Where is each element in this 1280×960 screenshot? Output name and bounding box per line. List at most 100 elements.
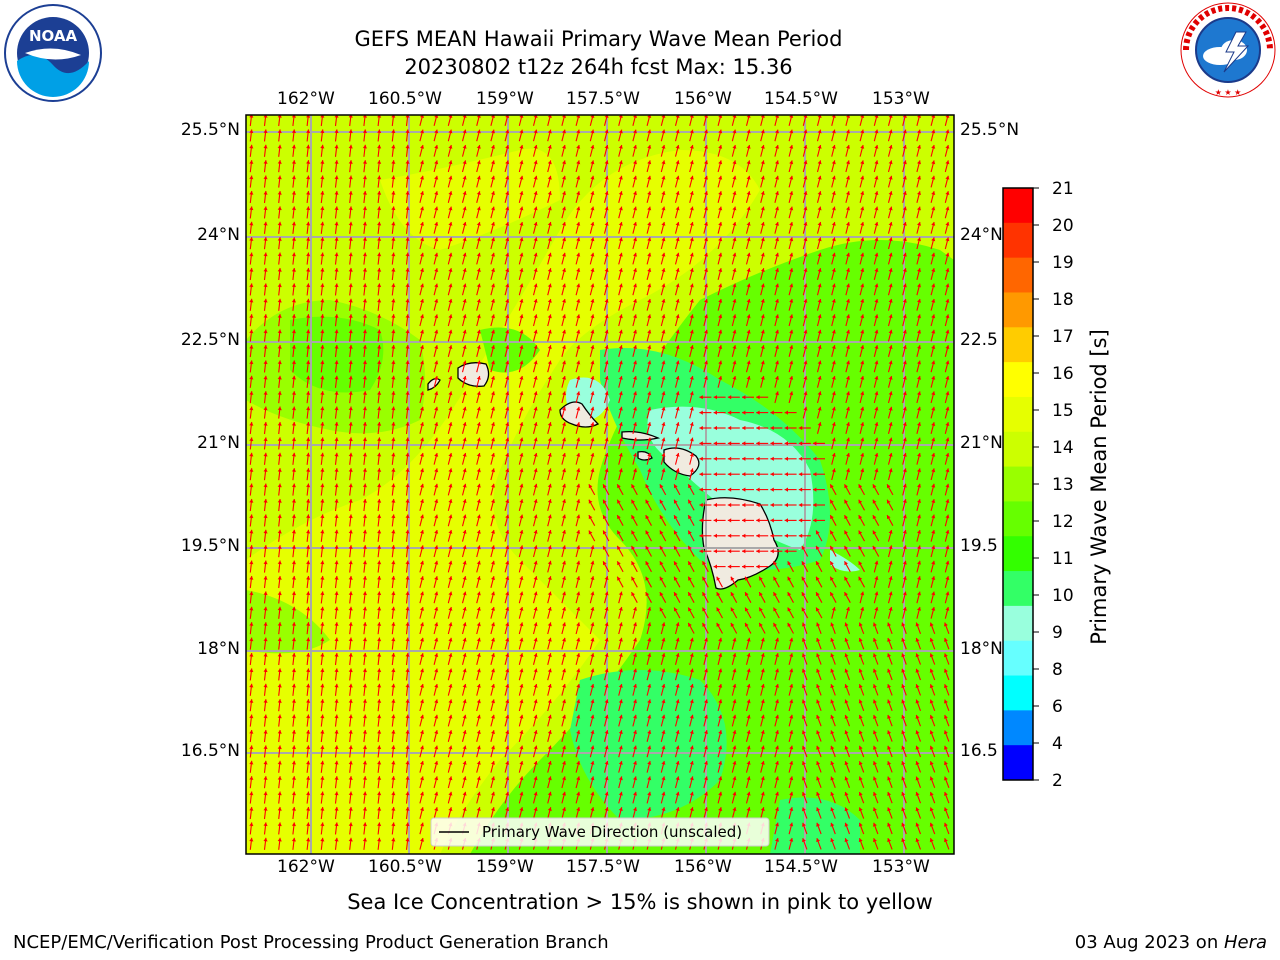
wave-vector-head <box>732 637 737 642</box>
wave-vector-head <box>348 529 353 534</box>
wave-vector-head <box>547 191 552 195</box>
wave-vector-head <box>789 191 794 195</box>
wave-vector-head <box>860 437 865 442</box>
wave-vector-head <box>929 807 934 812</box>
wave-vector-head <box>306 391 311 395</box>
wave-vector-head <box>306 360 311 365</box>
wave-vector-head <box>448 560 453 565</box>
wave-vector-head <box>830 745 835 750</box>
wave-vector-head <box>590 807 595 811</box>
wave-vector-head <box>661 329 666 334</box>
wave-vector-head <box>519 329 524 334</box>
wave-vector-head <box>603 484 607 489</box>
wave-vector-head <box>590 191 595 195</box>
wave-vector-head <box>476 406 481 411</box>
wave-vector-head <box>902 268 907 272</box>
wave-vector-head <box>846 129 850 134</box>
wave-vector-head <box>533 345 538 349</box>
wave-vector-head <box>320 406 325 411</box>
wave-vector-head <box>491 422 495 426</box>
wave-vector-head <box>590 591 595 596</box>
wave-vector-head <box>675 807 680 811</box>
wave-vector-head <box>813 456 817 461</box>
wave-vector-head <box>887 515 891 520</box>
wave-vector-head <box>377 837 382 842</box>
wave-vector-head <box>462 730 467 734</box>
wave-vector-head <box>320 807 325 811</box>
wave-vector-head <box>633 191 637 195</box>
wave-vector-head <box>631 592 635 597</box>
wave-vector-head <box>249 391 254 395</box>
wave-vector-head <box>844 653 849 658</box>
wave-vector-head <box>405 360 410 365</box>
lon-tick-bottom: 154.5°W <box>764 857 838 877</box>
wave-vector-head <box>801 561 806 566</box>
wave-vector-head <box>817 314 822 319</box>
wave-vector-head <box>562 807 566 811</box>
wave-vector-head <box>888 422 893 426</box>
wave-vector-head <box>661 745 666 750</box>
wave-vector-head <box>348 160 353 164</box>
wave-vector-head <box>590 422 595 426</box>
wave-vector-head <box>334 268 339 272</box>
wave-vector-head <box>505 314 510 319</box>
wave-vector-head <box>759 576 763 581</box>
wave-vector-head <box>830 499 834 504</box>
wave-vector-head <box>817 160 822 165</box>
wave-vector-head <box>902 175 907 180</box>
wave-vector-head <box>746 684 751 688</box>
wave-vector-head <box>732 761 737 765</box>
wave-vector-head <box>830 699 835 704</box>
wave-vector-head <box>902 499 907 503</box>
wave-vector-head <box>604 376 609 380</box>
wave-vector-head <box>420 237 424 242</box>
wave-vector-head <box>844 715 849 719</box>
wave-vector-head <box>448 268 453 272</box>
wave-vector-head <box>860 160 865 165</box>
wave-vector-head <box>647 745 652 750</box>
wave-vector-head <box>391 653 396 657</box>
wave-vector-head <box>704 807 708 811</box>
wave-vector-head <box>775 838 779 842</box>
wave-vector-head <box>505 406 510 411</box>
wave-vector-head <box>362 760 367 765</box>
wave-vector-head <box>462 252 467 257</box>
wave-vector-head <box>604 206 609 211</box>
wave-vector-head <box>931 283 936 288</box>
wave-vector-head <box>661 453 666 457</box>
wave-vector-head <box>784 425 788 431</box>
wave-vector-head <box>249 437 254 442</box>
wave-vector-head <box>803 129 808 134</box>
wave-vector-head <box>306 422 311 426</box>
wave-vector-head <box>547 591 552 596</box>
wave-vector-head <box>699 425 703 431</box>
wave-vector-head <box>917 222 921 226</box>
colorbar-segment <box>1003 536 1033 572</box>
wave-vector-head <box>618 175 623 180</box>
wave-vector-head <box>263 191 268 195</box>
wave-vector-head <box>633 376 637 380</box>
wave-vector-head <box>902 376 907 380</box>
wave-vector-head <box>860 468 865 473</box>
wave-vector-head <box>746 776 751 781</box>
wave-vector-head <box>775 206 779 211</box>
wave-vector-head <box>704 714 708 719</box>
wave-vector-head <box>784 549 788 554</box>
wave-vector-head <box>929 622 934 627</box>
wave-vector-head <box>603 515 607 520</box>
wave-vector-head <box>491 453 495 457</box>
wave-vector-head <box>533 206 538 211</box>
wave-vector-head <box>760 252 765 257</box>
wave-vector-head <box>633 622 637 627</box>
wave-vector-head <box>661 345 666 349</box>
wave-vector-head <box>249 591 254 596</box>
wave-vector-head <box>377 560 382 565</box>
wave-vector-head <box>789 145 794 149</box>
wave-vector-head <box>590 699 595 704</box>
wave-vector-head <box>505 175 510 180</box>
wave-vector-head <box>647 314 652 319</box>
wave-vector-head <box>377 606 382 611</box>
wave-vector-head <box>817 345 822 349</box>
wave-vector-head <box>618 776 623 781</box>
wave-vector-head <box>434 684 439 688</box>
